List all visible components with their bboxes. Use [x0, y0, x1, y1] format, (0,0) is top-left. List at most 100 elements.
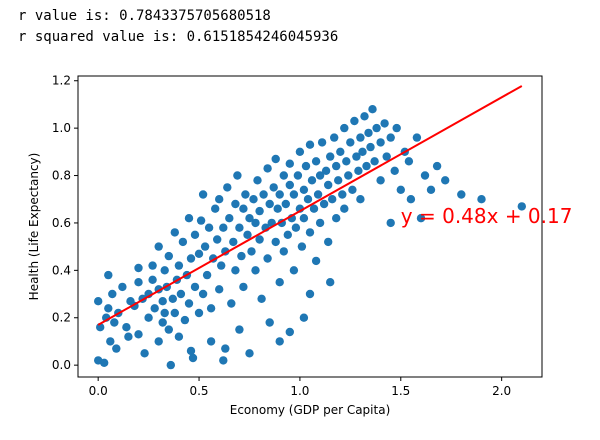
data-point — [297, 242, 307, 251]
data-point — [100, 358, 109, 367]
data-point — [198, 190, 208, 199]
data-point — [198, 289, 208, 299]
data-point — [432, 161, 442, 171]
data-point — [233, 171, 242, 180]
r-value-line: r value is: 0.7843375705680518 — [18, 8, 271, 24]
data-point — [404, 157, 414, 166]
data-point — [160, 308, 169, 318]
data-point — [299, 185, 309, 194]
data-point — [289, 190, 299, 199]
data-point — [231, 199, 240, 209]
x-tick-label: 1.0 — [290, 384, 309, 398]
data-point — [150, 304, 159, 313]
data-point — [285, 180, 294, 190]
y-axis-ticks: 0.0 0.2 0.4 0.6 0.8 1.0 1.2 — [52, 74, 78, 372]
data-point — [251, 266, 260, 275]
data-point — [170, 228, 179, 237]
y-tick-label: 0.4 — [52, 263, 71, 277]
data-point — [206, 304, 216, 313]
data-point — [204, 223, 214, 232]
data-point — [420, 171, 430, 180]
data-point — [390, 166, 399, 175]
data-point — [305, 140, 315, 149]
data-point — [368, 105, 377, 114]
data-point — [164, 251, 173, 261]
data-point — [194, 249, 204, 258]
data-point — [243, 230, 252, 239]
data-point — [221, 344, 230, 353]
data-point — [200, 242, 210, 251]
data-point — [360, 112, 369, 121]
y-tick-label: 0.2 — [52, 311, 71, 325]
data-point — [134, 330, 143, 339]
data-point — [354, 166, 363, 175]
data-point — [293, 171, 303, 180]
data-point — [140, 349, 149, 358]
data-point — [372, 123, 381, 133]
data-point — [257, 294, 266, 303]
data-point — [275, 337, 284, 346]
data-point — [148, 261, 157, 270]
y-tick-label: 0.6 — [52, 216, 71, 230]
data-point — [315, 171, 325, 180]
data-point — [213, 235, 222, 244]
data-point — [255, 235, 264, 244]
data-point — [309, 204, 319, 213]
data-point — [253, 176, 262, 185]
data-point — [223, 183, 232, 192]
data-point — [386, 133, 395, 142]
data-point — [281, 199, 290, 209]
data-point — [186, 254, 196, 263]
data-point — [311, 157, 321, 166]
data-point — [273, 204, 282, 213]
data-point — [227, 299, 236, 308]
data-point — [229, 237, 238, 247]
data-point — [441, 176, 450, 185]
data-point — [112, 344, 121, 353]
data-point — [275, 190, 284, 199]
data-point — [235, 325, 244, 334]
data-point — [154, 242, 163, 251]
data-point — [289, 266, 299, 275]
data-point — [154, 337, 163, 346]
data-point — [174, 332, 184, 341]
data-point — [104, 270, 113, 280]
data-point — [396, 185, 405, 194]
data-point — [326, 278, 335, 287]
data-point — [324, 237, 333, 247]
data-point — [106, 337, 115, 346]
data-point — [334, 176, 343, 185]
data-point — [170, 308, 179, 318]
data-point — [124, 332, 133, 341]
data-point — [376, 176, 385, 185]
data-point — [332, 214, 341, 223]
data-point — [317, 138, 327, 147]
data-point — [279, 171, 288, 180]
data-point — [350, 116, 359, 126]
data-point — [206, 337, 216, 346]
data-point — [104, 304, 113, 313]
data-point — [271, 237, 280, 247]
data-point — [313, 190, 323, 199]
data-point — [247, 247, 256, 256]
data-point — [382, 152, 391, 161]
data-point — [239, 282, 248, 292]
data-point — [380, 119, 389, 128]
data-point — [158, 297, 167, 306]
data-point — [241, 190, 250, 199]
data-point — [328, 195, 337, 204]
data-point — [305, 289, 315, 299]
y-tick-label: 0.8 — [52, 169, 71, 183]
data-point — [219, 356, 228, 365]
points-layer — [94, 105, 526, 370]
data-point — [271, 154, 280, 164]
data-point — [215, 195, 224, 204]
data-point — [190, 230, 200, 239]
y-tick-label: 1.2 — [52, 74, 71, 88]
data-point — [291, 223, 301, 232]
data-point — [358, 147, 367, 156]
data-point — [245, 214, 254, 223]
data-point — [196, 216, 206, 225]
data-point — [352, 152, 361, 161]
x-tick-label: 0.5 — [189, 384, 208, 398]
